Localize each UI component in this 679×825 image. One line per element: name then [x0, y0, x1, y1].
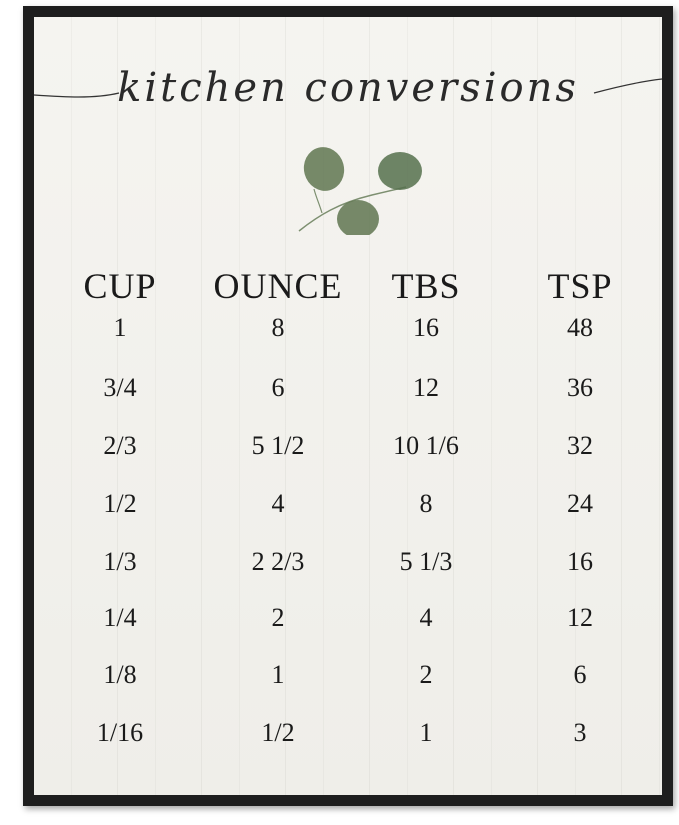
table-cell: 5 1/2 [251, 431, 305, 460]
table-cell: 16 [413, 313, 439, 342]
table-cell: 48 [567, 313, 593, 342]
table-cell: 12 [567, 603, 593, 632]
title-block: kitchen conversions [34, 53, 662, 133]
table-cell: 36 [567, 373, 593, 402]
table-cell: 1/4 [103, 603, 137, 632]
picture-frame: kitchen conversions CUP OUNCE TBS TSP 1 8 16 48… [23, 6, 673, 806]
column-header-tbs: TBS [391, 266, 461, 306]
table-cell: 24 [567, 489, 593, 518]
table-cell: 4 [419, 603, 433, 632]
print-board: kitchen conversions CUP OUNCE TBS TSP 1 8 16 48… [34, 17, 662, 795]
table-cell: 3 [573, 718, 587, 747]
title: kitchen conversions [117, 65, 579, 111]
table-cell: 2 [271, 603, 285, 632]
column-header-ounce: OUNCE [213, 266, 343, 306]
table-cell: 4 [271, 489, 285, 518]
title-flourish-line [34, 78, 662, 98]
table-cell: 2/3 [103, 431, 137, 460]
column-header-tsp: TSP [547, 266, 613, 306]
table-cell: 1 [419, 718, 433, 747]
table-cell: 3/4 [103, 373, 137, 402]
table-cell: 1 [113, 313, 127, 342]
table-cell: 1/16 [96, 718, 144, 747]
table-cell: 2 2/3 [251, 547, 305, 576]
table-cell: 5 1/3 [399, 547, 453, 576]
table-cell: 16 [567, 547, 593, 576]
table-cell: 6 [573, 660, 587, 689]
table-cell: 2 [419, 660, 433, 689]
table-cell: 8 [271, 313, 285, 342]
table-cell: 1/8 [103, 660, 137, 689]
column-header-cup: CUP [83, 266, 157, 306]
table-cell: 12 [413, 373, 439, 402]
table-cell: 1 [271, 660, 285, 689]
table-cell: 8 [419, 489, 433, 518]
table-cell: 1/2 [103, 489, 137, 518]
table-cell: 1/3 [103, 547, 137, 576]
table-cell: 6 [271, 373, 285, 402]
table-cell: 1/2 [261, 718, 295, 747]
table-cell: 10 1/6 [393, 431, 459, 460]
table-cell: 32 [567, 431, 593, 460]
eucalyptus-leaves-icon [298, 147, 422, 235]
